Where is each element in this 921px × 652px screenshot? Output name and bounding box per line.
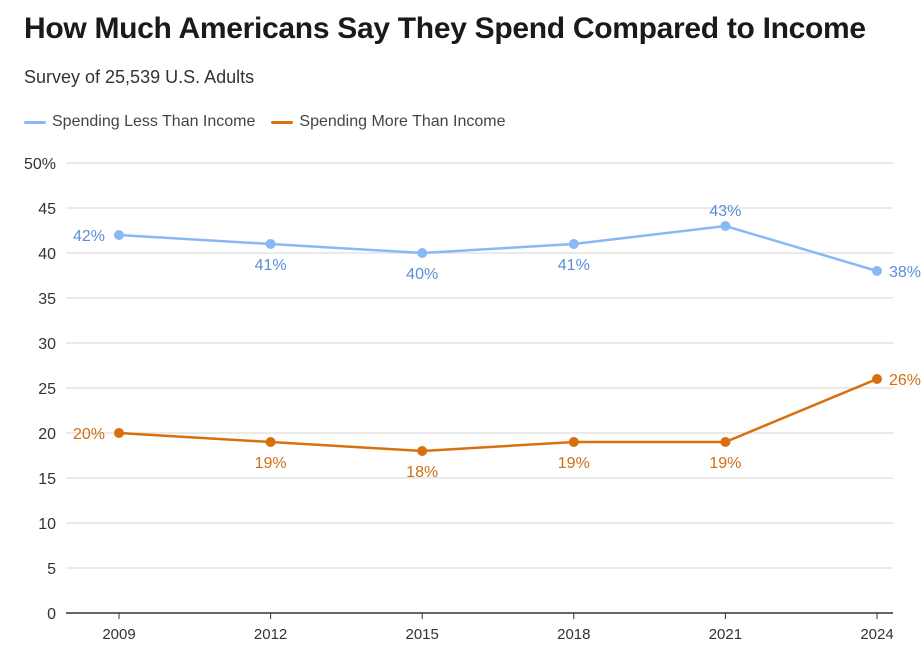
data-label: 38% xyxy=(889,264,921,281)
data-label: 18% xyxy=(406,464,438,481)
data-label: 19% xyxy=(255,455,287,472)
legend-label: Spending More Than Income xyxy=(299,113,506,130)
y-tick-label: 25 xyxy=(38,381,56,398)
y-tick-label: 15 xyxy=(38,471,56,488)
data-point xyxy=(872,266,882,276)
data-point xyxy=(265,239,276,249)
x-tick-label: 2009 xyxy=(102,626,135,643)
y-tick-label: 35 xyxy=(38,291,56,308)
x-tick-label: 2018 xyxy=(557,626,590,643)
series-line xyxy=(118,224,878,273)
data-label: 42% xyxy=(73,228,105,245)
data-point xyxy=(114,428,124,438)
chart-title: How Much Americans Say They Spend Compar… xyxy=(24,12,866,45)
y-tick-label: 45 xyxy=(38,201,56,218)
data-label: 26% xyxy=(889,372,921,389)
y-tick-label: 10 xyxy=(38,516,56,533)
data-label: 41% xyxy=(558,257,590,274)
data-label: 19% xyxy=(709,455,741,472)
y-tick-label: 50% xyxy=(24,156,56,173)
y-tick-label: 5 xyxy=(47,561,56,578)
x-tick-label: 2021 xyxy=(709,626,742,643)
data-point xyxy=(568,437,579,447)
x-tick-label: 2024 xyxy=(860,626,893,643)
data-label: 40% xyxy=(406,266,438,283)
legend-label: Spending Less Than Income xyxy=(52,113,256,130)
data-point xyxy=(114,230,124,240)
x-tick-label: 2012 xyxy=(254,626,287,643)
data-point xyxy=(265,437,276,447)
data-point xyxy=(417,248,428,258)
data-label: 41% xyxy=(255,257,287,274)
legend-swatch xyxy=(271,120,294,124)
y-tick-label: 0 xyxy=(47,606,56,623)
y-tick-label: 40 xyxy=(38,246,56,263)
chart-subtitle: Survey of 25,539 U.S. Adults xyxy=(24,67,255,87)
data-point xyxy=(872,374,882,384)
data-point xyxy=(568,239,579,249)
data-label: 20% xyxy=(73,426,105,443)
data-point xyxy=(720,437,731,447)
data-label: 43% xyxy=(709,203,741,220)
data-point xyxy=(417,446,428,456)
data-label: 19% xyxy=(558,455,590,472)
y-tick-label: 30 xyxy=(38,336,56,353)
x-tick-label: 2015 xyxy=(406,626,439,643)
legend-item-more[interactable]: Spending More Than Income xyxy=(271,113,505,131)
y-tick-label: 20 xyxy=(38,426,56,443)
series-line xyxy=(118,377,878,453)
legend: Spending Less Than Income Spending More … xyxy=(24,113,505,131)
legend-item-less[interactable]: Spending Less Than Income xyxy=(24,113,255,131)
legend-swatch xyxy=(24,120,46,124)
data-point xyxy=(720,221,731,231)
